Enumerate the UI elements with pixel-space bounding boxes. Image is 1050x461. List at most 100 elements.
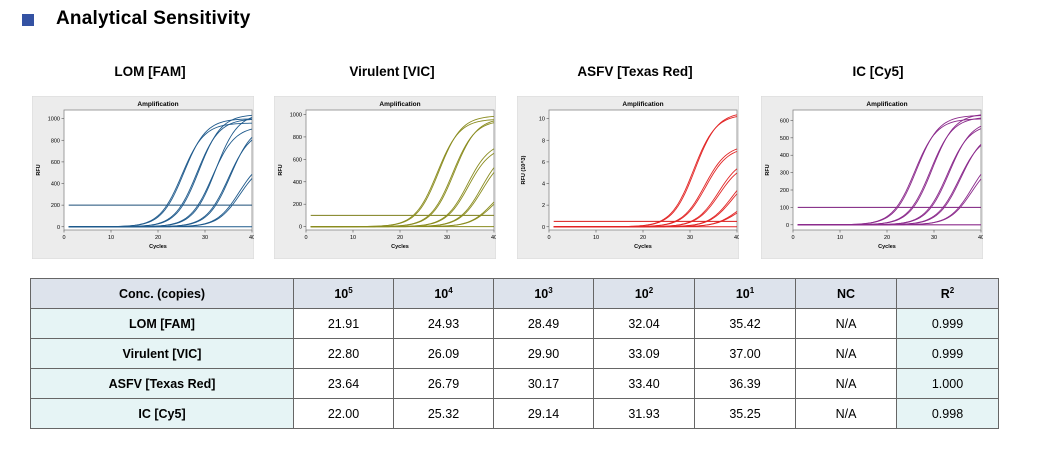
- table-cell-nc: N/A: [795, 338, 897, 369]
- y-tick-label: 0: [299, 225, 302, 231]
- table-cell: 35.42: [694, 308, 796, 339]
- y-tick-label: 600: [780, 118, 789, 124]
- header-conc-1e1: 101: [694, 278, 796, 309]
- chart-asfv: Amplification 0 10 20 30 40 0 2 4 6 8 10 Cycles RFU (…: [517, 96, 739, 259]
- row-label: ASFV [Texas Red]: [30, 368, 294, 399]
- table-cell: 36.39: [694, 368, 796, 399]
- y-tick-label: 800: [51, 138, 60, 144]
- y-axis-label: RFU (10^3): [521, 155, 527, 184]
- table-cell-nc: N/A: [795, 368, 897, 399]
- y-tick-label: 8: [542, 138, 545, 144]
- table-row: IC [Cy5] 22.00 25.32 29.14 31.93 35.25 N…: [30, 398, 999, 429]
- y-tick-label: 200: [780, 188, 789, 194]
- y-tick-label: 0: [57, 225, 60, 231]
- chart-title: Amplification: [622, 101, 663, 108]
- y-tick-label: 600: [51, 160, 60, 166]
- y-tick-label: 1000: [290, 112, 302, 118]
- chart-title: Amplification: [866, 101, 907, 108]
- y-tick-label: 6: [542, 160, 545, 166]
- chart-ic: Amplification 0 10 20 30 40 0 100 200 300 400 500 60…: [761, 96, 983, 259]
- x-tick-label: 0: [791, 235, 794, 241]
- y-axis-label: RFU: [278, 164, 284, 175]
- x-tick-label: 0: [62, 235, 65, 241]
- header-r2: R2: [896, 278, 999, 309]
- table-row: ASFV [Texas Red] 23.64 26.79 30.17 33.40…: [30, 368, 999, 399]
- header-conc-1e2: 102: [593, 278, 695, 309]
- x-tick-label: 30: [202, 235, 208, 241]
- chart-lom: Amplification 0 10 20 30 40 0 200 400 600 800 1000 C…: [32, 96, 254, 259]
- table-cell: 22.80: [293, 338, 394, 369]
- table-cell: 22.00: [293, 398, 394, 429]
- y-tick-label: 400: [51, 182, 60, 188]
- y-tick-label: 500: [780, 136, 789, 142]
- x-axis-label: Cycles: [878, 244, 896, 250]
- table-cell-nc: N/A: [795, 398, 897, 429]
- table-cell: 33.09: [593, 338, 695, 369]
- table-cell-r2: 0.998: [896, 398, 999, 429]
- table-cell: 29.14: [493, 398, 594, 429]
- y-tick-label: 10: [539, 117, 545, 123]
- chart-title: Amplification: [379, 101, 420, 108]
- header-conc: Conc. (copies): [30, 278, 294, 309]
- y-axis-label: RFU: [36, 164, 42, 175]
- y-tick-label: 400: [293, 180, 302, 186]
- title-square-icon: [22, 14, 34, 26]
- table-cell: 25.32: [393, 398, 494, 429]
- table-cell: 26.79: [393, 368, 494, 399]
- panel-title-virulent: Virulent [VIC]: [349, 64, 435, 79]
- table-header-row: Conc. (copies) 105 104 103 102 101 NC R2: [30, 278, 999, 309]
- x-tick-label: 30: [931, 235, 937, 241]
- x-tick-label: 40: [978, 235, 983, 241]
- y-tick-label: 1000: [48, 117, 60, 123]
- x-axis-label: Cycles: [391, 244, 409, 250]
- y-tick-label: 0: [542, 225, 545, 231]
- y-tick-label: 800: [293, 135, 302, 141]
- amplification-curve: [553, 212, 738, 228]
- x-axis-label: Cycles: [149, 244, 167, 250]
- table-row: Virulent [VIC] 22.80 26.09 29.90 33.09 3…: [30, 338, 999, 369]
- table-cell: 35.25: [694, 398, 796, 429]
- chart-virulent: Amplification 0 10 20 30 40 0 200 400 600 800 1000 C…: [274, 96, 496, 259]
- y-tick-label: 0: [786, 223, 789, 229]
- x-tick-label: 40: [249, 235, 254, 241]
- table-cell: 26.09: [393, 338, 494, 369]
- chart-title: Amplification: [137, 101, 178, 108]
- table-cell: 24.93: [393, 308, 494, 339]
- table-cell: 32.04: [593, 308, 695, 339]
- x-tick-label: 30: [687, 235, 693, 241]
- table-cell: 29.90: [493, 338, 594, 369]
- x-tick-label: 0: [547, 235, 550, 241]
- table-cell: 28.49: [493, 308, 594, 339]
- y-axis-label: RFU: [765, 164, 771, 175]
- table-cell-r2: 0.999: [896, 308, 999, 339]
- plot-area: [305, 109, 495, 231]
- y-tick-label: 2: [542, 203, 545, 209]
- table-cell-r2: 0.999: [896, 338, 999, 369]
- ct-results-table: Conc. (copies) 105 104 103 102 101 NC R2…: [30, 278, 999, 429]
- table-cell: 30.17: [493, 368, 594, 399]
- x-tick-label: 20: [884, 235, 890, 241]
- row-label: Virulent [VIC]: [30, 338, 294, 369]
- x-tick-label: 20: [397, 235, 403, 241]
- amplification-curve: [68, 178, 253, 228]
- table-cell: 33.40: [593, 368, 695, 399]
- x-tick-label: 40: [734, 235, 739, 241]
- x-tick-label: 10: [350, 235, 356, 241]
- plot-area: [548, 109, 738, 231]
- table-cell: 21.91: [293, 308, 394, 339]
- y-tick-label: 200: [293, 202, 302, 208]
- table-cell: 23.64: [293, 368, 394, 399]
- table-cell: 37.00: [694, 338, 796, 369]
- header-nc: NC: [795, 278, 897, 309]
- amplification-curve: [310, 203, 495, 228]
- page-title: Analytical Sensitivity: [56, 8, 251, 29]
- panel-title-lom: LOM [FAM]: [114, 64, 186, 79]
- page-header: Analytical Sensitivity: [22, 8, 250, 30]
- x-axis-label: Cycles: [634, 244, 652, 250]
- x-tick-label: 10: [837, 235, 843, 241]
- row-label: LOM [FAM]: [30, 308, 294, 339]
- x-tick-label: 20: [155, 235, 161, 241]
- panel-title-ic: IC [Cy5]: [852, 64, 904, 79]
